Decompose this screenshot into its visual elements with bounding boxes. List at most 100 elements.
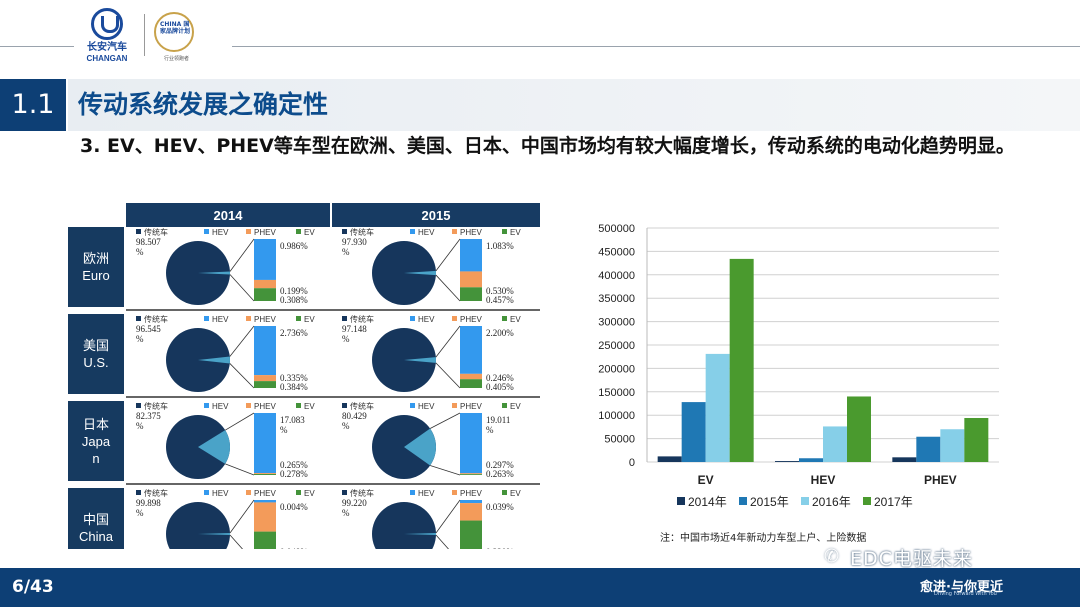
connector-line xyxy=(435,499,461,534)
bar-phev-segment xyxy=(460,503,482,521)
phev-value: 0.297% xyxy=(486,460,514,470)
y-tick-label: 300000 xyxy=(598,317,635,329)
y-tick-label: 0 xyxy=(629,457,635,469)
legend-swatch xyxy=(136,403,141,408)
y-tick-label: 50000 xyxy=(604,434,635,446)
bar-phev-segment xyxy=(254,502,276,532)
region-label: U.S. xyxy=(83,355,108,370)
header-divider-left xyxy=(0,46,74,47)
hev-value: 0.986% xyxy=(280,241,308,251)
legend-swatch xyxy=(204,490,209,495)
y-tick-label: 100000 xyxy=(598,410,635,422)
legend-swatch xyxy=(296,403,301,408)
logo-text-cn: 长安汽车 xyxy=(87,42,127,53)
brand-logo-sub: 行业领跑者 xyxy=(164,56,190,62)
y-tick-label: 450000 xyxy=(598,246,635,258)
legend-label: EV xyxy=(304,315,315,324)
bar-HEV-2014年 xyxy=(775,461,799,462)
phev-value: 0.048% xyxy=(280,547,308,549)
legend-swatch xyxy=(246,403,251,408)
legend-label: PHEV xyxy=(254,228,276,237)
bar-ev-segment xyxy=(460,379,482,388)
bar-hev-segment xyxy=(254,326,276,376)
legend-swatch xyxy=(246,316,251,321)
legend-label: PHEV xyxy=(460,228,482,237)
legend-label: HEV xyxy=(418,402,435,411)
connector-line xyxy=(435,325,461,358)
bar-phev-segment xyxy=(254,473,276,475)
legend-label: PHEV xyxy=(460,315,482,324)
phev-value: 0.246% xyxy=(486,373,514,383)
legend-label: EV xyxy=(304,402,315,411)
region-cell-China xyxy=(68,488,124,549)
legend-label: 传统车 xyxy=(144,401,168,411)
connector-line xyxy=(229,325,255,357)
legend-swatch xyxy=(204,403,209,408)
bar-PHEV-2017年 xyxy=(964,418,989,462)
bar-hev-segment xyxy=(254,413,276,474)
phev-value: 0.220% xyxy=(486,547,514,549)
legend-label: EV xyxy=(510,315,521,324)
year-header-2014 xyxy=(126,203,330,227)
legend-label: 传统车 xyxy=(144,314,168,324)
y-tick-label: 400000 xyxy=(598,270,635,282)
pie-conventional-slice xyxy=(166,502,230,549)
conventional-value: 99.898% xyxy=(136,498,161,518)
legend-swatch xyxy=(677,497,685,505)
pie-new-energy-slice xyxy=(198,533,230,535)
conventional-value: 97.148% xyxy=(342,324,367,344)
pie-new-energy-slice xyxy=(198,271,230,275)
ev-value: 0.457% xyxy=(486,295,514,305)
bar-EV-2015年 xyxy=(681,402,706,462)
region-cell-U.S. xyxy=(68,314,124,394)
conventional-value: 82.375% xyxy=(136,411,161,431)
conventional-value: 80.429% xyxy=(342,411,367,431)
legend-label: EV xyxy=(510,228,521,237)
connector-line xyxy=(229,363,255,389)
connector-line xyxy=(435,362,461,389)
connector-line xyxy=(229,534,243,549)
pie-new-energy-slice xyxy=(404,270,437,276)
bar-ev-segment xyxy=(460,474,482,475)
bar-ev-segment xyxy=(254,381,276,388)
footer-slogan: 愈进·与你更近 xyxy=(920,580,1003,595)
legend-swatch xyxy=(136,316,141,321)
bar-EV-2016年 xyxy=(705,353,730,462)
pie-new-energy-slice xyxy=(404,533,436,535)
y-tick-label: 350000 xyxy=(598,293,635,305)
logo-separator xyxy=(144,14,145,56)
connector-line xyxy=(229,238,255,272)
region-label: Japa xyxy=(82,434,111,449)
bar-ev-segment xyxy=(460,520,482,549)
legend-swatch xyxy=(342,403,347,408)
footer-slogan-en: Driving Forward With You xyxy=(934,591,997,597)
changan-logo: 长安汽车 CHANGAN xyxy=(76,8,138,63)
hev-value: 2.200% xyxy=(486,328,514,338)
legend-swatch xyxy=(204,229,209,234)
logo-text-en: CHANGAN xyxy=(86,54,128,63)
hev-value: 2.736% xyxy=(280,328,308,338)
bar-EV-2014年 xyxy=(657,456,682,462)
header-divider-right xyxy=(232,46,1080,47)
connector-line xyxy=(435,238,461,272)
region-label: 欧洲 xyxy=(83,251,109,266)
conventional-value: 98.507% xyxy=(136,237,161,257)
ev-value: 0.308% xyxy=(280,295,308,305)
connector-line xyxy=(435,274,461,302)
chart-note: 注：中国市场近4年新动力车型上户、上险数据 xyxy=(660,533,867,544)
brand-logo-text: CHINA 国家品牌计划 xyxy=(160,21,191,35)
ev-value: 0.384% xyxy=(280,382,308,392)
conventional-value: 99.220% xyxy=(342,498,367,518)
pie-new-energy-slice xyxy=(198,430,230,464)
bar-ev-segment xyxy=(254,531,276,549)
bar-HEV-2017年 xyxy=(847,396,871,462)
bar-ev-segment xyxy=(254,474,276,475)
region-label: 日本 xyxy=(83,417,109,432)
hev-value: 0.004% xyxy=(280,502,308,512)
region-label: Euro xyxy=(82,268,109,283)
bar-hev-segment xyxy=(460,326,482,374)
legend-swatch xyxy=(246,490,251,495)
legend-label: 传统车 xyxy=(144,227,168,237)
bar-phev-segment xyxy=(254,279,276,289)
legend-swatch xyxy=(296,490,301,495)
